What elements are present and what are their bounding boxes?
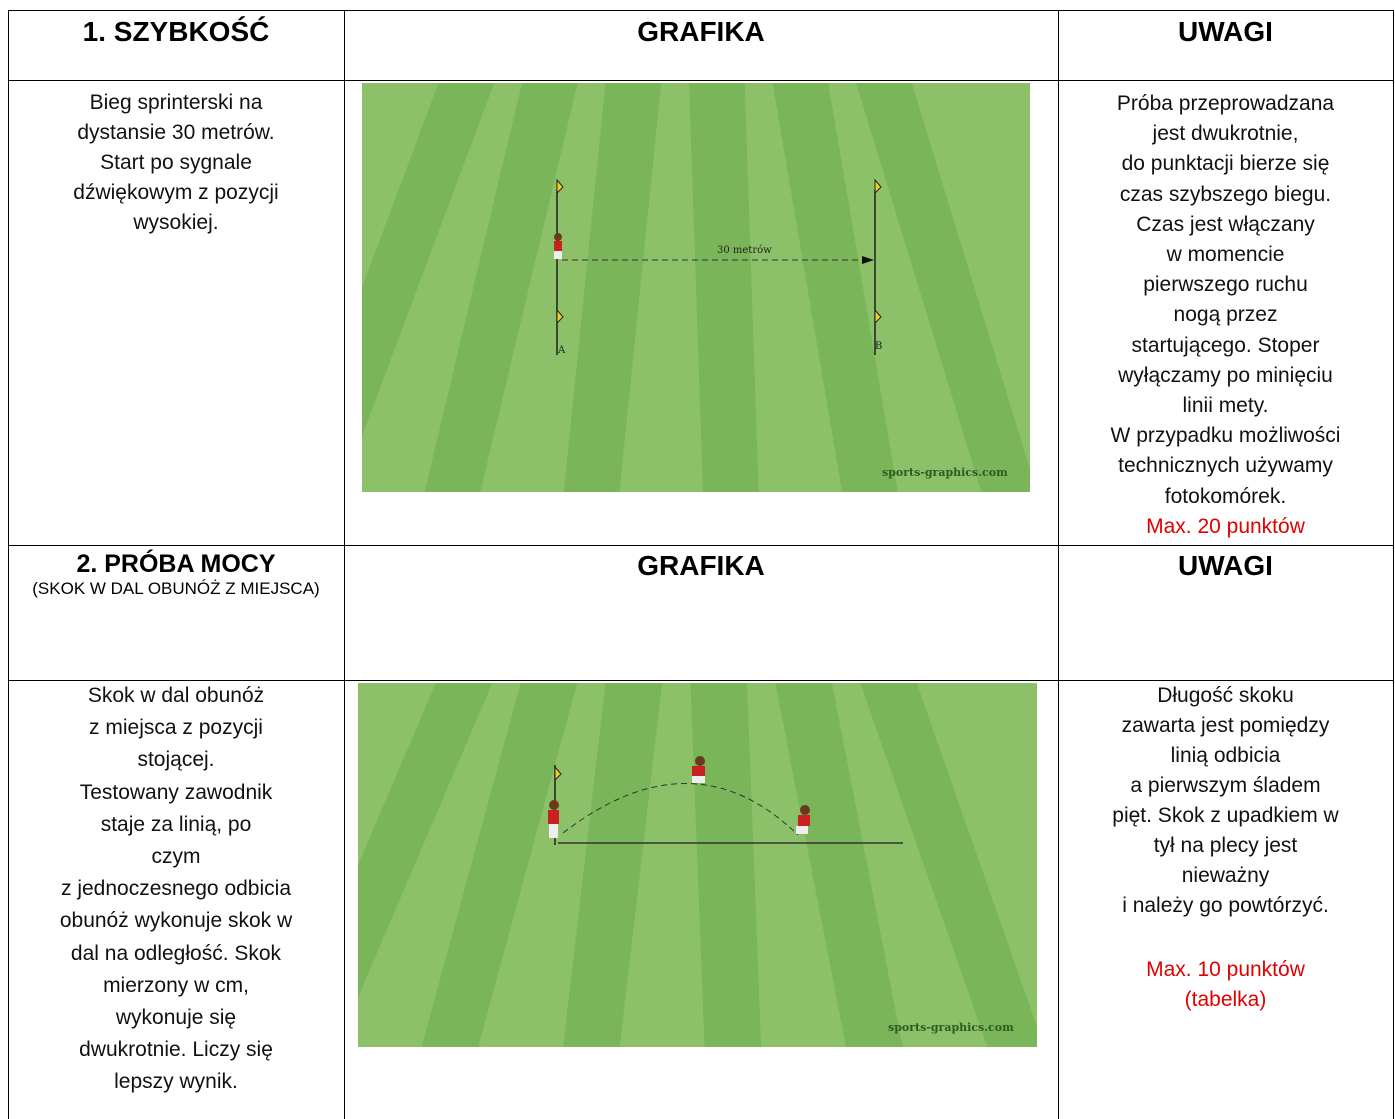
text-line: stojącej.	[137, 748, 215, 772]
header-title: UWAGI	[1178, 16, 1273, 47]
stripe	[860, 683, 1037, 1047]
stripe	[775, 683, 903, 1047]
text-line: i należy go powtórzyć.	[1122, 894, 1329, 917]
watermark: sports-graphics.com	[888, 1021, 1014, 1034]
border	[1058, 10, 1059, 1119]
header-title: GRAFIKA	[637, 550, 765, 581]
text-line: dźwiękowym z pozycji	[73, 181, 279, 204]
header-cell: UWAGI	[1058, 550, 1393, 582]
text-line: z jednoczesnego odbicia	[61, 877, 291, 901]
text-line: dystansie 30 metrów.	[77, 121, 275, 144]
start-label: A	[557, 345, 566, 356]
header-cell: 2. PRÓBA MOCY (SKOK W DAL OBUNÓŻ Z MIEJSC…	[8, 550, 344, 600]
stripe	[856, 83, 1030, 492]
text-line: nogą przez	[1173, 303, 1278, 327]
distance-label: 30 metrów	[717, 245, 772, 256]
text-line: tył na plecy jest	[1153, 834, 1298, 857]
header-cell: UWAGI	[1058, 16, 1393, 48]
text-line: Bieg sprinterski na	[89, 91, 263, 114]
stripe	[358, 683, 493, 998]
watermark: sports-graphics.com	[882, 466, 1008, 479]
text-line: czas szybszego biegu.	[1119, 182, 1332, 206]
header-title: 2. PRÓBA MOCY	[76, 550, 276, 578]
text-line: zawarta jest pomiędzy	[1121, 714, 1330, 737]
text-line: Skok w dal obunóż	[87, 684, 265, 707]
notes: Próba przeprowadzana jest dwukrotnie, do p…	[1058, 89, 1393, 542]
border	[8, 680, 1394, 681]
text-line: linii mety.	[1182, 394, 1269, 418]
text-line: jest dwukrotnie,	[1152, 122, 1299, 146]
flag	[554, 765, 562, 782]
text-line: startującego. Stoper	[1131, 333, 1320, 357]
stripe	[563, 683, 663, 1047]
player	[692, 756, 705, 783]
field-graphic: sports-graphics.com	[358, 683, 1037, 1047]
text-line: pierwszego ruchu	[1143, 273, 1308, 297]
text-line: z miejsca z pozycji	[89, 716, 263, 740]
text-line: Długość skoku	[1157, 684, 1294, 707]
description: Bieg sprinterski na dystansie 30 metrów. S…	[8, 88, 344, 238]
header-title: GRAFIKA	[637, 16, 765, 47]
text-line: w momencie	[1166, 243, 1285, 267]
text-line: Start po sygnale	[100, 151, 252, 174]
stripe	[689, 83, 759, 492]
text-line: wykonuje się	[115, 1006, 237, 1030]
text-line: Czas jest włączany	[1136, 212, 1315, 236]
text-line: do punktacji bierze się	[1121, 152, 1330, 176]
border	[8, 10, 9, 1119]
border	[8, 80, 1394, 81]
text-line: pięt. Skok z upadkiem w	[1112, 804, 1339, 827]
text-line: staje za linią, po	[100, 812, 252, 836]
arrow-head	[862, 256, 874, 264]
stripe	[421, 683, 578, 1047]
text-line: dwukrotnie. Liczy się	[79, 1038, 273, 1062]
player	[796, 805, 810, 834]
notes: Długość skoku zawarta jest pomiędzy linią …	[1058, 681, 1393, 1015]
text-line: mierzony w cm,	[103, 973, 249, 997]
header-title: UWAGI	[1178, 550, 1273, 581]
border	[8, 545, 1394, 546]
score: Max. 10 punktów	[1146, 958, 1305, 981]
border	[344, 10, 345, 1119]
text-line: fotokomórek.	[1164, 484, 1287, 508]
header-cell: 1. SZYBKOŚĆ	[8, 16, 344, 48]
stripe	[772, 83, 898, 492]
player	[548, 800, 559, 838]
header-cell: GRAFIKA	[344, 16, 1058, 48]
border	[1393, 10, 1394, 1119]
text-line: linią odbicia	[1170, 744, 1281, 767]
stripe	[563, 83, 662, 492]
flags	[556, 178, 882, 325]
text-line: wyłączamy po minięciu	[1118, 363, 1333, 387]
text-line: nieważny	[1181, 864, 1270, 887]
finish-label: B	[875, 341, 882, 352]
player	[554, 233, 562, 259]
text-line: dal na odległość. Skok	[70, 941, 282, 965]
stripe	[690, 683, 762, 1047]
border	[8, 10, 1394, 11]
text-line: Testowany zawodnik	[79, 780, 273, 804]
score: Max. 20 punktów	[1146, 514, 1305, 538]
score: (tabelka)	[1184, 988, 1267, 1011]
text-line: obunóż wykonuje skok w	[59, 909, 293, 933]
text-line: wysokiej.	[133, 211, 219, 234]
text-line: lepszy wynik.	[114, 1070, 238, 1094]
text-line: Próba przeprowadzana	[1116, 92, 1335, 115]
header-title: 1. SZYBKOŚĆ	[82, 16, 270, 47]
header-subtitle: (SKOK W DAL OBUNÓŻ Z MIEJSCA)	[32, 579, 320, 598]
description: Skok w dal obunóż z miejsca z pozycji stoj…	[8, 680, 344, 1099]
field-graphic: 30 metrów A B sports-graphics.com	[362, 83, 1030, 492]
text-line: czym	[151, 845, 201, 869]
header-cell: GRAFIKA	[344, 550, 1058, 582]
text-line: a pierwszym śladem	[1130, 774, 1321, 797]
text-line: W przypadku możliwości	[1110, 424, 1341, 448]
text-line: technicznych używamy	[1118, 454, 1333, 478]
jump-arc	[562, 783, 799, 836]
stripe	[424, 83, 578, 492]
